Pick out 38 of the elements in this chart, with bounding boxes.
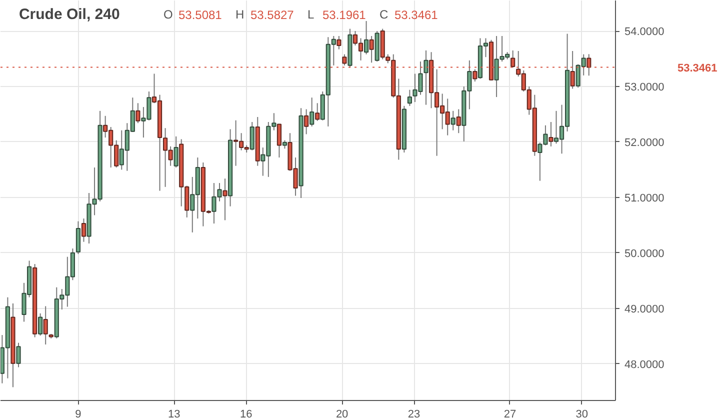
candlestick [222, 178, 228, 221]
chart-title: Crude Oil, 240 [18, 6, 120, 23]
candlestick [250, 122, 254, 151]
candlestick [456, 108, 461, 134]
candlestick [336, 36, 342, 50]
x-tick-label: 9 [75, 408, 82, 420]
candlestick [364, 20, 369, 55]
y-tick-label: 52.0000 [624, 136, 664, 149]
candlestick [424, 50, 428, 106]
candlestick [548, 122, 554, 147]
annotation: O 53.5081 H 53.5827 L 53.1961 C 53.3461 [163, 8, 438, 22]
x-tick-label: 20 [336, 408, 348, 420]
candlestick [369, 36, 374, 64]
candlestick [81, 218, 86, 242]
y-tick-label: 48.0000 [624, 358, 664, 371]
candlestick [136, 102, 140, 124]
candlestick [16, 342, 21, 368]
candlestick [304, 108, 309, 135]
candlestick [76, 220, 81, 255]
candlestick [315, 102, 320, 122]
y-tick-label: 50.0000 [624, 248, 664, 260]
candlestick [174, 136, 178, 168]
ref-line-label: 53.3461 [678, 62, 718, 74]
candlestick [407, 89, 412, 106]
candlestick [450, 110, 456, 131]
candlestick [38, 312, 43, 336]
y-tick-label: 49.0000 [624, 303, 664, 316]
y-tick-label: 51.0000 [624, 192, 664, 204]
candlestick [310, 97, 314, 127]
candlestick [43, 306, 48, 345]
y-tick-label: 53.0000 [624, 81, 664, 94]
x-tick-label: 23 [408, 408, 420, 420]
x-tick-label: 30 [576, 408, 588, 420]
x-tick-label: 16 [240, 408, 252, 420]
x-tick-label: 27 [504, 408, 516, 420]
candlestick [276, 124, 282, 158]
x-tick-label: 13 [168, 408, 180, 420]
y-tick-label: 54.0000 [624, 26, 664, 38]
